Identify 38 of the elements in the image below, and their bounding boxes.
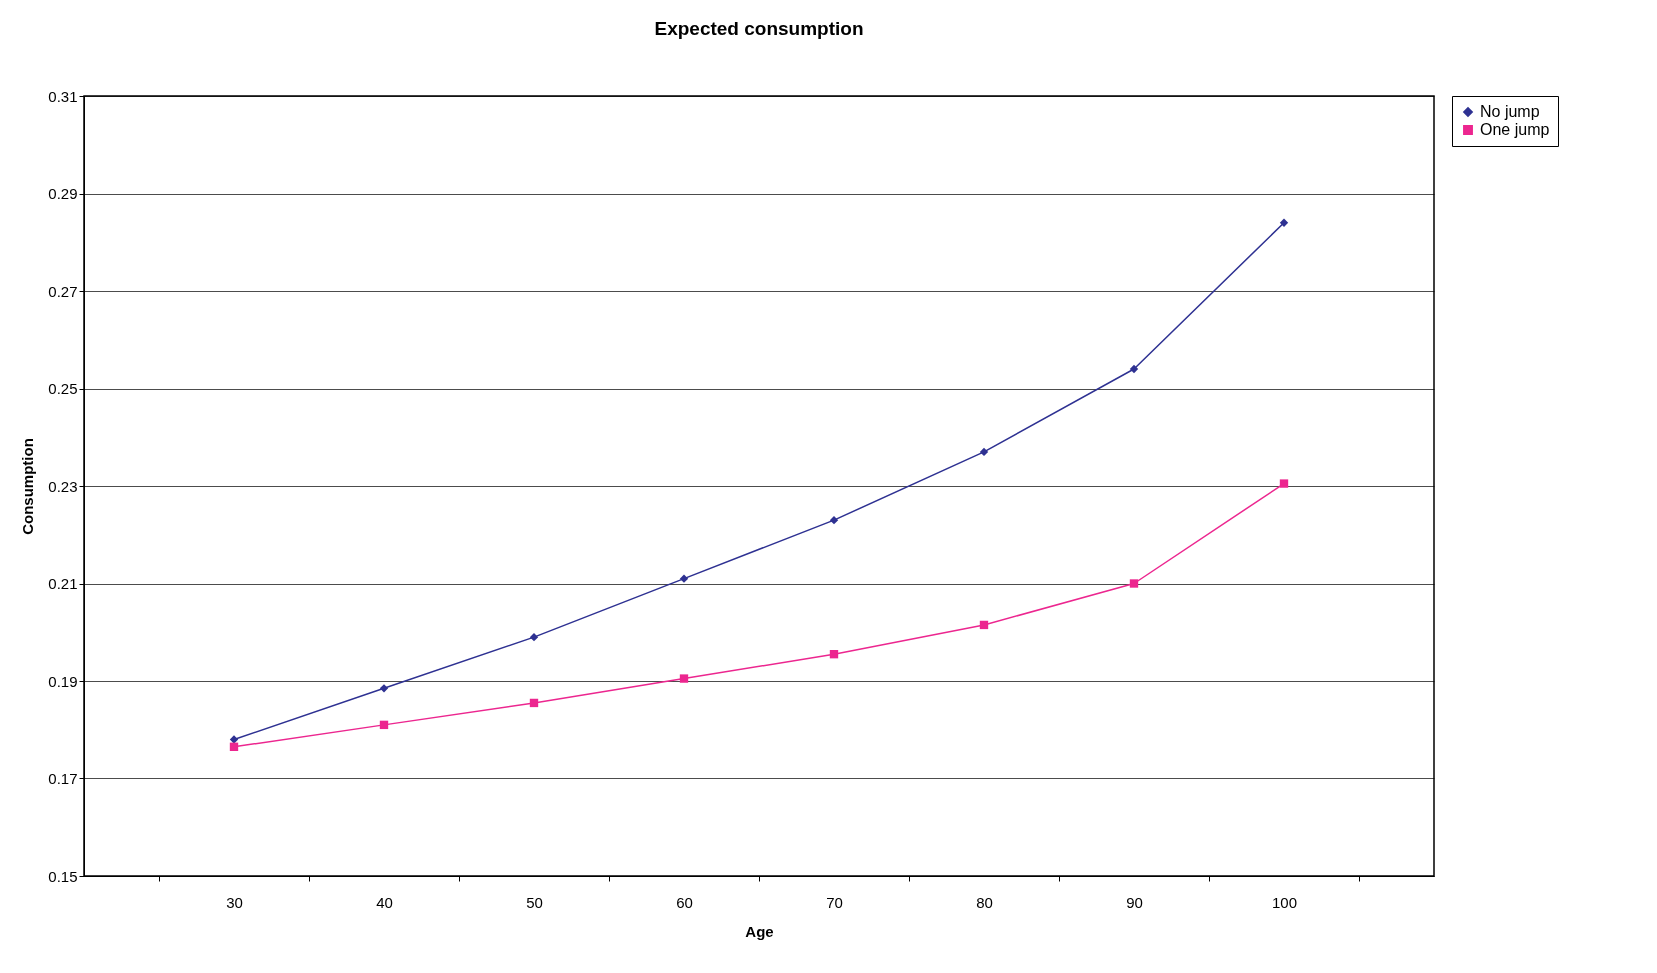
y-tick-label: 0.23 xyxy=(48,477,78,495)
point xyxy=(1279,479,1289,488)
point xyxy=(829,515,839,525)
point xyxy=(979,620,989,630)
y-tick-label: 0.21 xyxy=(48,575,78,592)
x-tick-label: 50 xyxy=(526,893,543,911)
y-tick-label: 0.15 xyxy=(48,867,78,885)
point xyxy=(529,698,539,708)
x-tick-label: 30 xyxy=(226,893,243,911)
point xyxy=(1129,579,1139,588)
y-axis-title: Consumption xyxy=(19,438,37,535)
x-tick-label: 90 xyxy=(1126,893,1143,911)
legend-label: No jump xyxy=(1480,103,1540,120)
legend-label: One jump xyxy=(1480,121,1550,138)
point xyxy=(979,447,989,457)
x-tick-label: 80 xyxy=(976,893,993,911)
x-tick-label: 70 xyxy=(826,893,843,911)
y-tick-label: 0.19 xyxy=(48,672,78,690)
chart-title: Expected consumption xyxy=(654,18,864,39)
point xyxy=(379,684,389,693)
y-tick-label: 0.31 xyxy=(48,87,78,105)
point xyxy=(229,735,239,744)
point xyxy=(379,720,389,730)
point xyxy=(829,650,839,659)
point xyxy=(529,632,539,642)
x-tick-label: 40 xyxy=(376,893,393,911)
y-tick-label: 0.17 xyxy=(48,770,78,787)
y-tick-label: 0.27 xyxy=(48,282,78,300)
point xyxy=(1279,218,1289,227)
point xyxy=(679,574,689,583)
x-tick-label: 60 xyxy=(676,893,693,911)
y-tick-label: 0.29 xyxy=(48,185,78,202)
x-axis-title: Age xyxy=(745,922,774,940)
point xyxy=(229,742,239,751)
point xyxy=(1129,364,1139,374)
x-tick-label: 100 xyxy=(1271,893,1298,911)
point xyxy=(679,674,689,683)
y-tick-label: 0.25 xyxy=(48,380,78,397)
